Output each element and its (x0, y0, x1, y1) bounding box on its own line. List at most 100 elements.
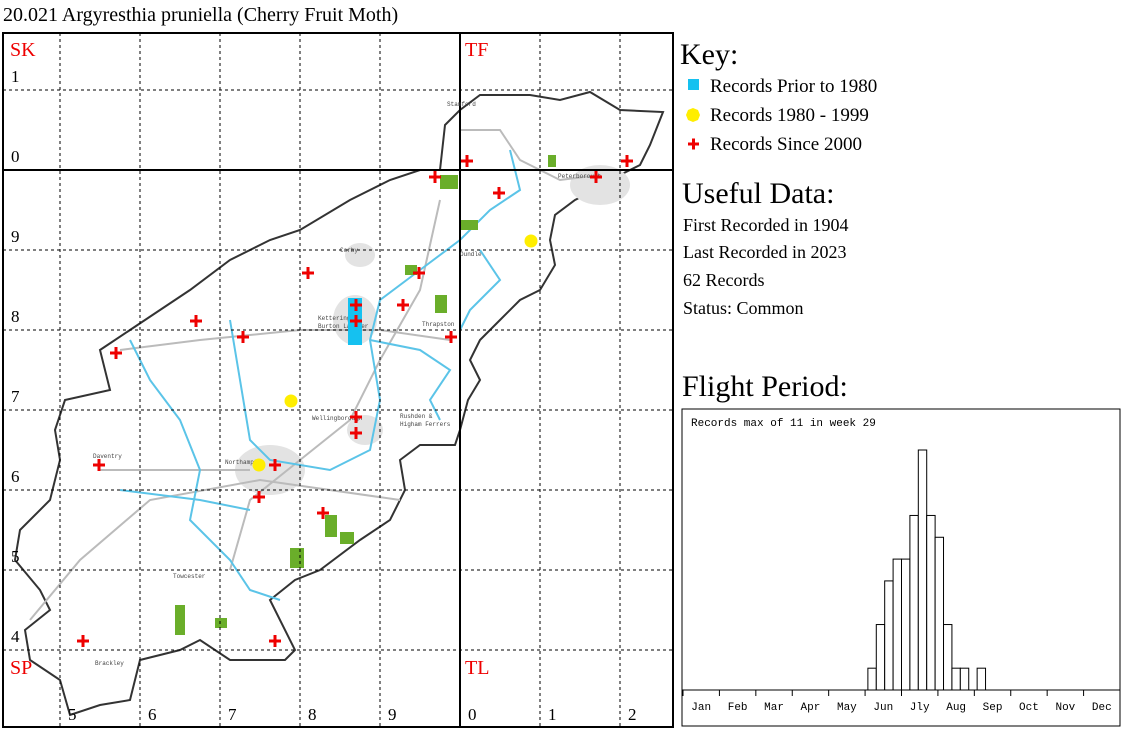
grid-square-label: TF (465, 39, 488, 61)
town-label: Stamford (447, 101, 476, 108)
record-since-2000 (190, 315, 202, 327)
flight-chart: Records max of 11 in week 29 Jan Feb Mar Ap… (681, 408, 1121, 727)
bar (976, 667, 987, 691)
row-label: 1 (11, 67, 20, 86)
row-label: 4 (11, 627, 20, 646)
useful-data-heading: Useful Data: (682, 177, 834, 210)
record-since-2000 (461, 155, 473, 167)
county-outline (13, 90, 665, 717)
map: Stamford Peterborough Corby Oundle Kettering… (2, 32, 674, 728)
record-since-2000 (350, 299, 362, 311)
month-label: Apr (801, 702, 821, 714)
column-label: 8 (308, 705, 317, 724)
towns: Stamford Peterborough Corby Oundle Kettering… (93, 101, 602, 667)
row-label: 7 (11, 387, 20, 406)
town-label: Corby (340, 247, 358, 254)
row-label: 8 (11, 307, 20, 326)
month-label: Sep (983, 702, 1003, 714)
bar (959, 667, 970, 691)
town-label: Wellingborough (312, 415, 363, 422)
key-item: Records Since 2000 (710, 134, 862, 155)
chart-annotation: Records max of 11 in week 29 (691, 418, 876, 430)
record-since-2000 (350, 427, 362, 439)
month-label: Dec (1092, 702, 1112, 714)
bar (917, 449, 928, 691)
record-since-2000 (317, 507, 329, 519)
record-since-2000 (621, 155, 633, 167)
row-label: 9 (11, 227, 20, 246)
town-label: Northampton (225, 459, 265, 466)
town-label: Oundle (460, 251, 482, 258)
bar (951, 667, 961, 691)
month-label: Nov (1055, 702, 1075, 714)
useful-data: Useful Data: First Recorded in 1904 Last… (682, 177, 848, 318)
record-since-2000 (350, 411, 362, 423)
record-since-2000 (253, 491, 265, 503)
record-since-2000 (93, 459, 105, 471)
record-since-2000 (493, 187, 505, 199)
useful-data-line: First Recorded in 1904 (683, 215, 848, 235)
woodland (175, 155, 556, 635)
town-label: Burton Latimer (318, 323, 369, 330)
key-swatch (686, 108, 700, 122)
flight-period-heading: Flight Period: (682, 370, 848, 403)
row-label: 6 (11, 467, 20, 486)
column-label: 0 (468, 705, 477, 724)
grid (3, 33, 673, 727)
record-since-2000 (350, 315, 362, 327)
key-heading: Key: (680, 38, 738, 71)
record-since-2000 (237, 331, 249, 343)
town-label: Kettering & (318, 315, 358, 322)
bar (884, 580, 894, 691)
key-swatch (688, 138, 699, 150)
record-since-2000 (445, 331, 457, 343)
row-label: 5 (11, 547, 20, 566)
bar (934, 536, 945, 691)
month-label: Mar (764, 702, 784, 714)
column-label: 6 (148, 705, 157, 724)
record-1980-1999 (252, 458, 266, 472)
town-label: Peterborough (558, 173, 602, 180)
month-label: Jly (910, 702, 930, 714)
record-since-2000 (269, 459, 281, 471)
town-label: Brackley (95, 660, 124, 667)
key-swatch (688, 79, 699, 90)
bar (909, 514, 919, 691)
month-label: Aug (946, 702, 966, 714)
key: Key: Records Prior to 1980 Records 1980 … (680, 38, 877, 155)
bar (943, 624, 953, 691)
record-since-2000 (110, 347, 122, 359)
month-label: May (837, 702, 857, 714)
grid-square-label: SP (10, 657, 32, 679)
town-label: Daventry (93, 453, 122, 460)
title: 20.021 Argyresthia pruniella (Cherry Fru… (3, 4, 398, 26)
town-label: Thrapston (422, 321, 455, 328)
month-label: Jan (691, 702, 711, 714)
useful-data-line: 62 Records (683, 270, 764, 290)
records (77, 155, 633, 647)
column-label: 9 (388, 705, 397, 724)
grid-square-label: TL (465, 657, 489, 679)
bar (867, 667, 877, 691)
town-label: Rushden & (400, 413, 433, 420)
rivers (119, 149, 522, 601)
record-since-2000 (397, 299, 409, 311)
bar (875, 624, 886, 691)
record-since-2000 (590, 171, 602, 183)
map-frame (2, 32, 674, 728)
town-label: Higham Ferrers (400, 421, 451, 428)
bar (892, 558, 902, 691)
record-1980-1999 (284, 394, 298, 408)
grid-square-label: SK (10, 39, 36, 61)
column-label: 5 (68, 705, 77, 724)
record-since-2000 (269, 635, 281, 647)
town-label: Towcester (173, 573, 206, 580)
column-label: 1 (548, 705, 557, 724)
month-label: Jun (873, 702, 893, 714)
record-since-2000 (429, 171, 441, 183)
record-1980-1999 (524, 234, 538, 248)
bar (926, 514, 936, 691)
